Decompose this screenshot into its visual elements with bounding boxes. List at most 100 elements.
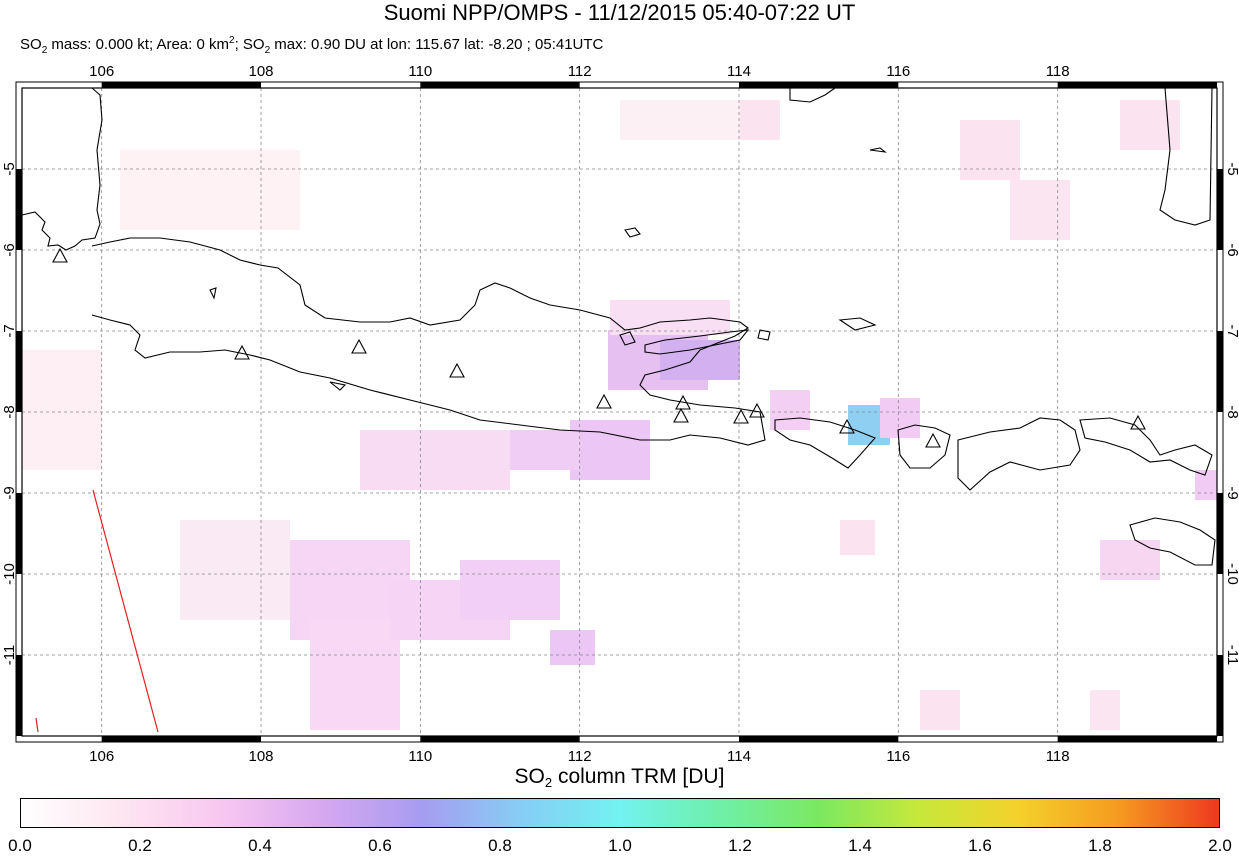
lon-tick-label-top: 112 (568, 63, 592, 80)
lat-tick-label-left: -10 (1, 563, 18, 585)
lat-tick-label-right: -5 (1224, 162, 1239, 175)
triangle-icon (673, 407, 689, 423)
so2-pixel (310, 620, 400, 730)
so2-pixel (1100, 540, 1160, 580)
frame-bar (420, 736, 580, 742)
frame-bar (1057, 736, 1217, 742)
lat-tick-label-right: -9 (1224, 486, 1239, 499)
lat-tick-label-left: -9 (1, 486, 18, 499)
lon-tick-label-top: 114 (727, 63, 751, 80)
so2-pixel (1090, 690, 1120, 730)
triangle-icon (52, 247, 68, 263)
frame-bar (16, 331, 22, 412)
volcano-markers (52, 247, 1146, 448)
so2-pixel (770, 390, 810, 430)
lon-tick-label-top: 106 (89, 63, 114, 80)
so2-pixel (120, 150, 300, 230)
frame-bar (1217, 655, 1223, 736)
lon-tick-label-bottom: 116 (886, 748, 910, 765)
frame-bar (1057, 82, 1217, 88)
so2-pixel (460, 560, 560, 620)
lon-tick-label-bottom: 106 (89, 748, 114, 765)
colorbar-tick-label: 0.6 (368, 836, 392, 855)
triangle-icon (234, 344, 250, 360)
lat-tick-label-left: -7 (1, 324, 18, 337)
triangle-icon (733, 408, 749, 424)
so2-pixel (960, 120, 1020, 180)
lon-tick-label-top: 116 (886, 63, 910, 80)
lat-tick-label-right: -11 (1224, 645, 1239, 666)
frame-bar (420, 82, 580, 88)
lon-tick-label-top: 110 (408, 63, 432, 80)
lon-tick-label-top: 108 (248, 63, 273, 80)
triangle-icon (675, 394, 691, 410)
triangle-icon (839, 418, 855, 434)
lon-tick-label-bottom: 114 (727, 748, 751, 765)
so2-pixel (660, 340, 740, 380)
so2-pixel (620, 100, 740, 140)
map-title: Suomi NPP/OMPS - 11/12/2015 05:40-07:22 … (383, 0, 856, 25)
lat-tick-label-right: -8 (1224, 405, 1239, 418)
lon-tick-label-bottom: 110 (408, 748, 432, 765)
colorbar-tick-label: 0.2 (128, 836, 152, 855)
triangle-icon (925, 432, 941, 448)
lat-tick-label-left: -11 (1, 645, 18, 666)
colorbar-tick-label: 0.8 (488, 836, 512, 855)
colorbar-tick-label: 0.4 (248, 836, 272, 855)
outer-frame (15, 81, 1224, 743)
lat-tick-label-left: -5 (1, 162, 18, 175)
colorbar-title: SO2 column TRM [DU] (514, 765, 725, 790)
so2-pixel (1010, 180, 1070, 240)
colorbar-tick-label: 0.0 (8, 836, 32, 855)
frame-bar (101, 82, 262, 88)
so2-stats-line: SO2 mass: 0.000 kt; Area: 0 km2; SO2 max… (20, 35, 604, 56)
frame-bar (1217, 493, 1223, 574)
triangle-icon (351, 338, 367, 354)
axis-ticks: 106 106 108 108 110 110 112 112 114 114 116 116 118 1… (1, 63, 1239, 765)
so2-pixel (550, 630, 595, 665)
lon-tick-label-bottom: 118 (1046, 748, 1070, 765)
colorbar-tick-label: 1.2 (728, 836, 752, 855)
colorbar-tick-label: 2.0 (1208, 836, 1232, 855)
orbit-edge-line (35, 717, 39, 733)
colorbar-tick-label: 1.6 (968, 836, 992, 855)
frame-bar (16, 655, 22, 736)
lat-tick-label-right: -10 (1224, 563, 1239, 585)
colorbar (20, 798, 1220, 828)
so2-pixel (500, 430, 580, 470)
so2-pixel (840, 520, 875, 555)
triangle-icon (749, 402, 765, 418)
coastlines (21, 87, 1216, 566)
so2-pixel (920, 690, 960, 730)
frame-bar (739, 736, 899, 742)
frame-bar (101, 736, 262, 742)
so2-pixel (1120, 100, 1180, 150)
graticule (22, 88, 1217, 736)
triangle-icon (596, 393, 612, 409)
triangle-icon (449, 362, 465, 378)
so2-pixel (570, 420, 650, 480)
lon-tick-label-bottom: 112 (568, 748, 592, 765)
so2-pixel (1195, 470, 1217, 500)
lon-tick-label-top: 118 (1046, 63, 1070, 80)
lat-tick-label-right: -6 (1224, 243, 1239, 256)
lon-tick-label-bottom: 108 (248, 748, 273, 765)
colorbar-tick-label: 1.4 (848, 836, 872, 855)
lat-tick-label-left: -6 (1, 243, 18, 256)
frame-bar (1217, 331, 1223, 412)
map-frame (15, 81, 1224, 743)
so2-pixel (22, 350, 102, 470)
colorbar-tick-label: 1.0 (608, 836, 632, 855)
frame-bar (16, 169, 22, 250)
so2-pixel (360, 430, 510, 490)
frame-bar (16, 493, 22, 574)
so2-pixel-layer (22, 100, 1217, 730)
orbit-edge-line (92, 489, 159, 733)
lat-tick-label-left: -8 (1, 405, 18, 418)
so2-pixel (880, 398, 920, 438)
frame-bar (739, 82, 899, 88)
colorbar-tick-label: 1.8 (1088, 836, 1112, 855)
so2-pixel (180, 520, 290, 620)
triangle-icon (1130, 414, 1146, 430)
